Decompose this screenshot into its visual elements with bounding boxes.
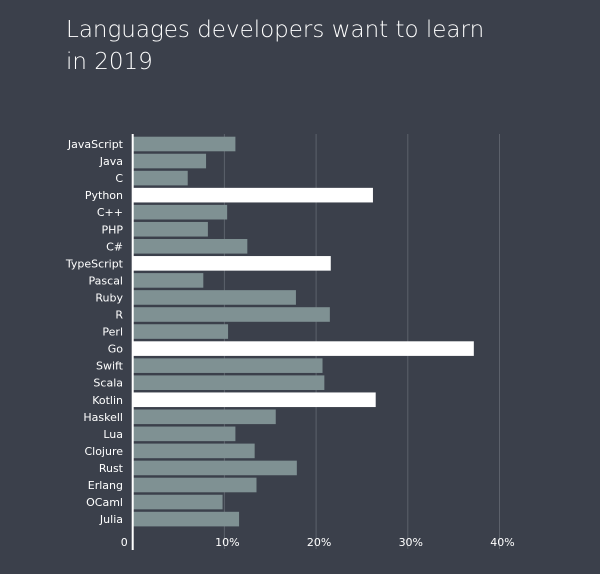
- category-label: Lua: [103, 428, 123, 441]
- bar-java: [132, 153, 207, 169]
- category-label: C: [115, 172, 123, 185]
- bar-go: [132, 341, 474, 356]
- bar-c-: [132, 204, 228, 220]
- x-tick-label: 10%: [215, 536, 239, 549]
- category-label: Clojure: [84, 445, 123, 458]
- x-tick-label: 20%: [307, 536, 331, 549]
- bar-clojure: [132, 443, 255, 459]
- bar-ruby: [132, 290, 296, 305]
- category-label: Scala: [93, 377, 123, 390]
- category-label: Julia: [99, 513, 123, 526]
- category-label: TypeScript: [65, 257, 124, 270]
- category-label: JavaScript: [67, 138, 124, 151]
- x-tick-label: 0: [121, 536, 128, 549]
- category-label: R: [115, 309, 123, 322]
- bar-perl: [132, 324, 229, 339]
- category-label: Rust: [99, 462, 124, 475]
- bar-julia: [132, 511, 240, 527]
- bar-lua: [132, 426, 236, 442]
- category-label: C#: [106, 240, 123, 253]
- category-label: C++: [97, 206, 123, 219]
- category-label: Kotlin: [92, 394, 123, 407]
- bar-typescript: [132, 256, 331, 271]
- bar-r: [132, 307, 330, 322]
- bar-kotlin: [132, 392, 376, 408]
- bar-ocaml: [132, 494, 223, 510]
- x-tick-label: 40%: [490, 536, 514, 549]
- bar-python: [132, 187, 373, 203]
- bar-swift: [132, 358, 323, 373]
- bar-scala: [132, 375, 325, 390]
- bar-pascal: [132, 273, 204, 288]
- category-label: Haskell: [83, 411, 123, 424]
- category-label: Go: [108, 343, 124, 356]
- category-label: Erlang: [88, 479, 123, 492]
- bar-erlang: [132, 477, 257, 493]
- bar-c: [132, 170, 188, 186]
- bar-php: [132, 221, 208, 237]
- category-label: PHP: [101, 223, 123, 236]
- category-label: Swift: [96, 360, 124, 373]
- bar-javascript: [132, 136, 236, 152]
- category-label: Java: [99, 155, 123, 168]
- bar-rust: [132, 460, 297, 476]
- bar-c-: [132, 239, 248, 254]
- category-label: OCaml: [86, 496, 123, 509]
- category-label: Ruby: [95, 291, 123, 304]
- category-label: Pascal: [89, 274, 123, 287]
- category-label: Perl: [102, 326, 123, 339]
- category-label: Python: [85, 189, 123, 202]
- bar-haskell: [132, 409, 276, 425]
- x-tick-label: 30%: [399, 536, 423, 549]
- chart-title: Languages developers want to learn in 20…: [66, 17, 485, 75]
